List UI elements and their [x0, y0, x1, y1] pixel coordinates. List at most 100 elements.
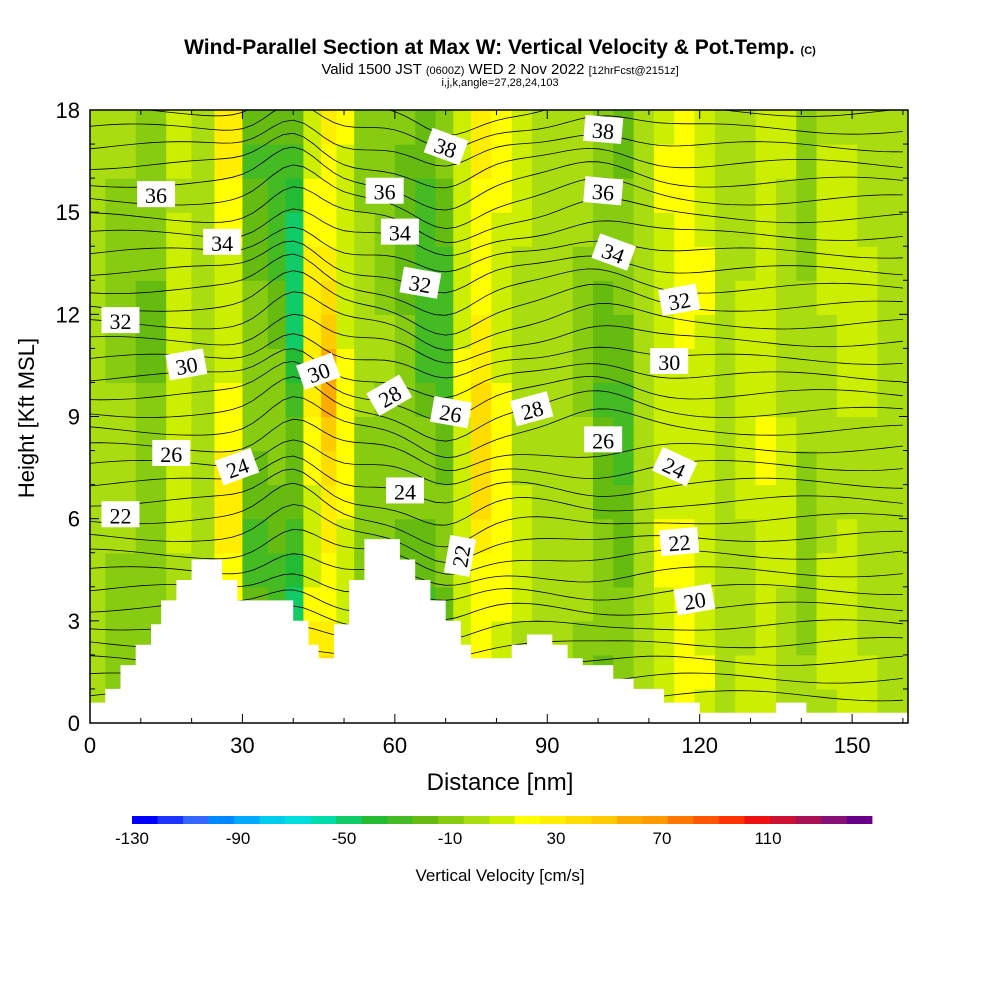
theta-isoline	[90, 270, 903, 336]
velocity-cell	[511, 450, 533, 486]
velocity-cell	[674, 144, 696, 179]
theta-isoline	[90, 110, 903, 149]
velocity-cell	[511, 586, 533, 622]
velocity-cell	[816, 314, 838, 349]
velocity-cell	[735, 654, 757, 690]
velocity-cell	[267, 246, 287, 281]
velocity-cell	[511, 280, 533, 315]
velocity-cell	[90, 450, 106, 486]
velocity-cell	[321, 484, 338, 520]
velocity-cell	[511, 348, 533, 384]
velocity-cell	[633, 654, 655, 690]
velocity-cell	[285, 280, 304, 315]
velocity-cell	[877, 348, 899, 384]
velocity-cell	[285, 110, 304, 145]
x-tick-label: 30	[230, 733, 254, 758]
velocity-cell	[90, 110, 106, 145]
velocity-cell	[321, 416, 338, 452]
velocity-cell	[303, 552, 322, 588]
velocity-cell	[394, 416, 416, 452]
velocity-cell	[491, 518, 513, 554]
velocity-cell	[191, 382, 216, 418]
contour-label-text: 26	[592, 428, 614, 453]
velocity-cell	[633, 280, 655, 315]
velocity-cell	[471, 212, 492, 247]
velocity-cell	[166, 280, 193, 315]
velocity-cell	[613, 348, 635, 384]
velocity-cell	[633, 212, 655, 247]
velocity-cell	[105, 552, 137, 588]
velocity-cell	[775, 416, 797, 452]
velocity-cell	[453, 314, 472, 349]
velocity-cell	[816, 348, 838, 384]
velocity-cell	[285, 382, 304, 418]
velocity-cell	[552, 178, 574, 213]
colorbar-swatch	[132, 816, 158, 824]
velocity-cell	[775, 518, 797, 554]
velocity-cell	[242, 484, 269, 520]
velocity-cell	[532, 552, 553, 588]
velocity-cell	[267, 382, 287, 418]
contour-label-bg	[583, 114, 624, 145]
velocity-cell	[592, 586, 614, 622]
y-tick-label: 0	[68, 711, 80, 736]
velocity-cell	[374, 110, 396, 145]
velocity-cell	[897, 110, 908, 145]
velocity-cell	[816, 280, 838, 315]
velocity-cell	[491, 110, 513, 145]
velocity-cell	[511, 314, 533, 349]
velocity-cell	[694, 382, 716, 418]
velocity-cell	[214, 382, 244, 418]
velocity-cell	[877, 246, 899, 281]
velocity-cell	[714, 654, 736, 690]
velocity-cell	[336, 450, 355, 486]
velocity-cell	[816, 450, 838, 486]
terrain-profile	[90, 539, 908, 723]
velocity-cell	[511, 144, 533, 179]
velocity-cell	[775, 620, 797, 656]
velocity-cell	[135, 110, 167, 145]
velocity-cell	[166, 314, 193, 349]
velocity-cell	[135, 518, 167, 554]
colorbar-swatch	[591, 816, 618, 824]
colorbar-tick-label: -90	[226, 829, 251, 848]
contour-label-bg	[137, 181, 176, 208]
velocity-cell	[90, 654, 106, 690]
velocity-cell	[796, 348, 818, 384]
contour-label-bg	[152, 439, 191, 466]
velocity-cell	[285, 416, 304, 452]
velocity-cell	[90, 212, 106, 247]
velocity-cell	[285, 552, 304, 588]
velocity-cell	[857, 484, 879, 520]
contour-label-bg	[365, 177, 404, 204]
velocity-cell	[214, 144, 244, 179]
velocity-cell	[191, 246, 216, 281]
velocity-cell	[714, 552, 736, 588]
velocity-cell	[836, 416, 858, 452]
contour-label-bg	[510, 391, 554, 427]
velocity-cell	[653, 620, 675, 656]
velocity-cell	[735, 246, 757, 281]
velocity-cell	[816, 518, 838, 554]
velocity-cell	[491, 416, 513, 452]
velocity-cell	[285, 144, 304, 179]
velocity-cell	[836, 586, 858, 622]
velocity-cell	[653, 246, 675, 281]
contour-label-bg	[101, 307, 140, 334]
contour-label: 22	[659, 526, 700, 556]
velocity-cell	[354, 314, 376, 349]
velocity-cell	[735, 416, 757, 452]
contour-label-bg	[583, 176, 624, 206]
velocity-cell	[897, 212, 908, 247]
velocity-cell	[694, 110, 716, 145]
velocity-cell	[816, 382, 838, 418]
velocity-cell	[415, 348, 437, 384]
velocity-cell	[816, 178, 838, 213]
velocity-cell	[511, 552, 533, 588]
colorbar-swatch	[514, 816, 541, 824]
velocity-cell	[674, 620, 696, 656]
contour-label: 24	[651, 446, 698, 487]
velocity-cell	[674, 416, 696, 452]
velocity-cell	[453, 450, 472, 486]
